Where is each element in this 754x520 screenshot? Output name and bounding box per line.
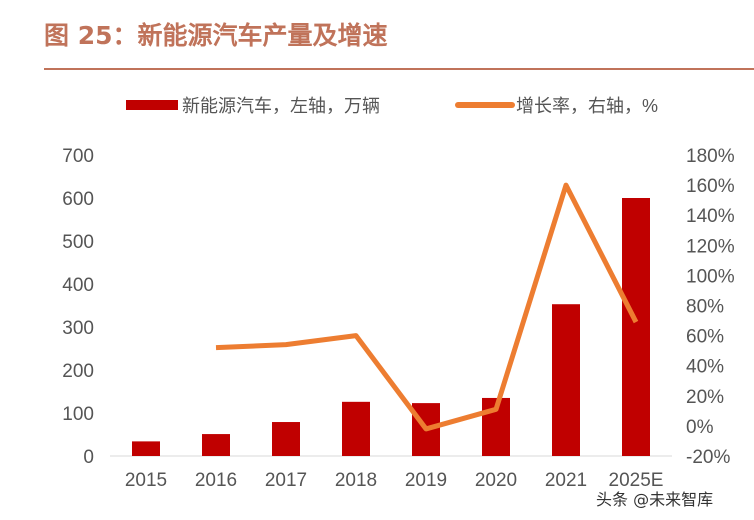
legend-label-line: 增长率，右轴，%	[516, 96, 658, 116]
bar	[342, 401, 370, 456]
x-tick-label: 2018	[335, 470, 377, 491]
x-tick-label: 2025E	[609, 470, 664, 491]
right-tick-label: 140%	[686, 206, 735, 227]
right-tick-label: 120%	[686, 236, 735, 257]
x-tick-label: 2015	[125, 470, 167, 491]
title-divider	[44, 68, 754, 70]
right-tick-label: 0%	[686, 417, 714, 438]
left-tick-label: 0	[83, 447, 94, 468]
right-tick-label: 100%	[686, 266, 735, 287]
right-tick-label: 160%	[686, 176, 735, 197]
left-tick-label: 100	[62, 404, 94, 425]
right-tick-label: 60%	[686, 327, 724, 348]
x-tick-label: 2021	[545, 470, 587, 491]
bar	[272, 422, 300, 456]
left-tick-label: 700	[62, 146, 94, 167]
bar	[622, 198, 650, 456]
legend-label-bar: 新能源汽车，左轴，万辆	[182, 96, 380, 116]
left-tick-label: 600	[62, 189, 94, 210]
legend-swatch-bar	[126, 100, 178, 110]
bar	[202, 434, 230, 456]
watermark: 头条 @未来智库	[596, 490, 714, 509]
chart-title: 图 25：新能源汽车产量及增速	[44, 21, 388, 50]
bar	[552, 304, 580, 456]
x-tick-label: 2019	[405, 470, 447, 491]
x-tick-label: 2020	[475, 470, 517, 491]
right-tick-label: -20%	[686, 447, 730, 468]
x-tick-label: 2017	[265, 470, 307, 491]
bar	[132, 441, 160, 456]
left-tick-label: 400	[62, 275, 94, 296]
x-tick-label: 2016	[195, 470, 237, 491]
right-tick-label: 180%	[686, 146, 735, 167]
right-tick-label: 40%	[686, 357, 724, 378]
left-tick-label: 300	[62, 318, 94, 339]
right-tick-label: 80%	[686, 297, 724, 318]
left-tick-label: 200	[62, 361, 94, 382]
left-tick-label: 500	[62, 232, 94, 253]
right-tick-label: 20%	[686, 387, 724, 408]
